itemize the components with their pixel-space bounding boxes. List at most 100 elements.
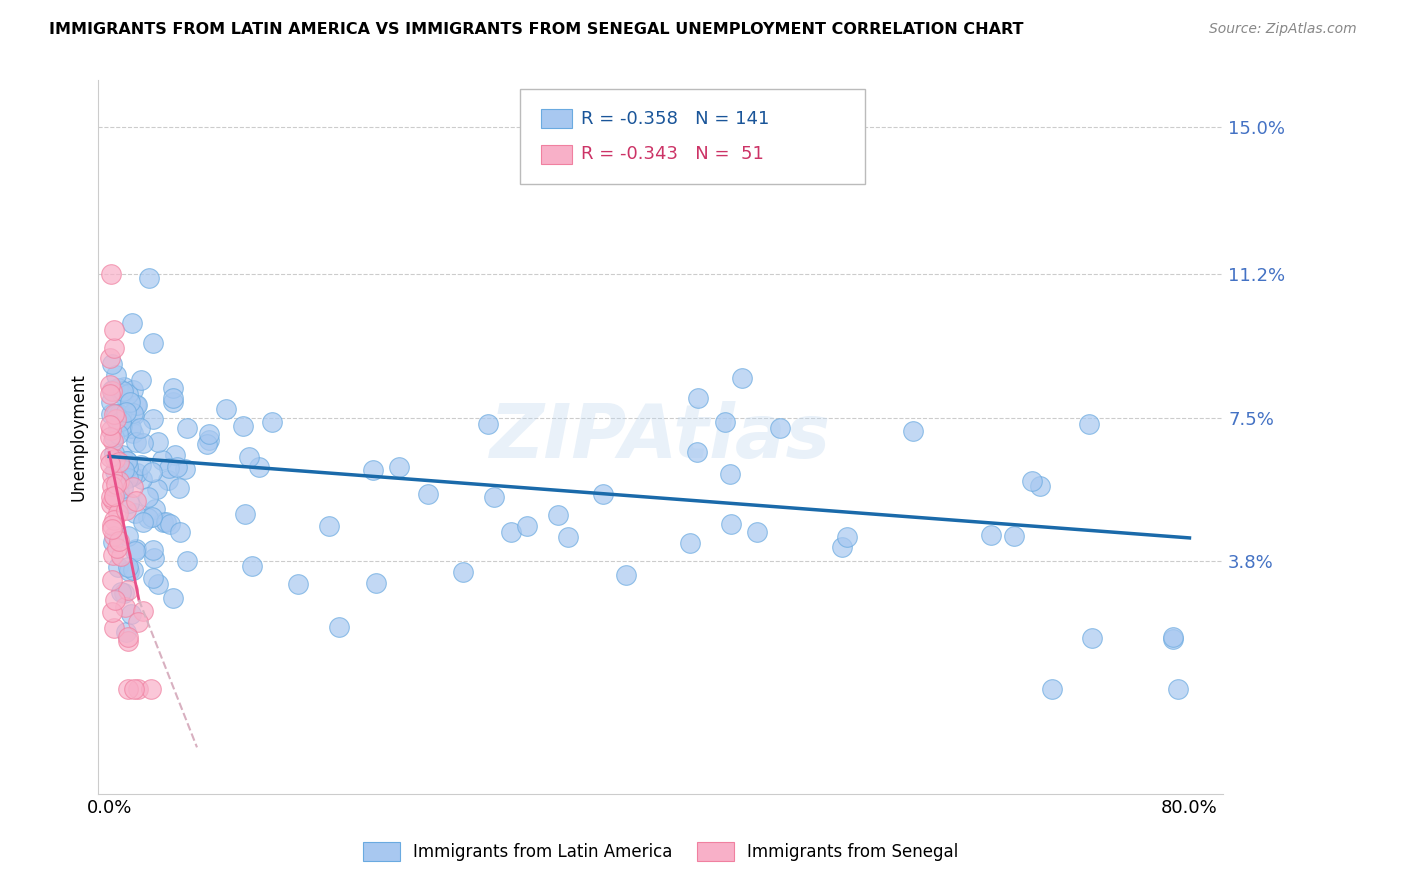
Point	[557, 530, 579, 544]
Point	[131, 472, 153, 486]
Point	[688, 391, 710, 405]
Point	[162, 395, 184, 409]
Point	[104, 452, 127, 467]
Point	[361, 463, 384, 477]
Point	[107, 381, 129, 395]
Point	[155, 515, 177, 529]
Point	[453, 565, 475, 579]
Point	[745, 525, 768, 540]
Point	[117, 387, 139, 401]
Point	[115, 405, 138, 419]
Point	[769, 421, 792, 435]
Point	[195, 437, 218, 451]
Point	[98, 417, 121, 432]
Point	[110, 549, 132, 563]
Point	[127, 615, 149, 629]
Point	[122, 682, 145, 697]
Point	[143, 551, 166, 566]
Text: ZIPAtlas: ZIPAtlas	[491, 401, 831, 474]
Point	[477, 417, 499, 431]
Point	[1002, 529, 1025, 543]
Point	[125, 542, 148, 557]
Point	[117, 471, 139, 485]
Point	[146, 482, 169, 496]
Point	[980, 527, 1002, 541]
Point	[165, 448, 187, 462]
Point	[679, 536, 702, 550]
Point	[117, 630, 139, 644]
Point	[499, 525, 522, 540]
Point	[98, 458, 121, 472]
Point	[104, 465, 127, 479]
Point	[1021, 475, 1043, 489]
Point	[108, 407, 131, 421]
Point	[142, 542, 165, 557]
Text: Source: ZipAtlas.com: Source: ZipAtlas.com	[1209, 22, 1357, 37]
Point	[366, 576, 388, 591]
Point	[124, 506, 146, 520]
Text: IMMIGRANTS FROM LATIN AMERICA VS IMMIGRANTS FROM SENEGAL UNEMPLOYMENT CORRELATIO: IMMIGRANTS FROM LATIN AMERICA VS IMMIGRA…	[49, 22, 1024, 37]
Point	[714, 415, 737, 429]
Point	[118, 395, 141, 409]
Point	[240, 559, 263, 574]
Point	[720, 517, 742, 532]
Point	[238, 450, 260, 464]
Point	[117, 453, 139, 467]
Point	[100, 407, 122, 421]
Point	[98, 430, 121, 444]
Point	[110, 584, 132, 599]
Point	[173, 461, 195, 475]
Point	[105, 477, 128, 491]
Point	[122, 425, 145, 440]
Point	[115, 503, 138, 517]
Point	[831, 540, 853, 554]
Point	[111, 387, 134, 401]
Point	[1077, 417, 1099, 431]
Point	[118, 496, 141, 510]
Point	[136, 490, 159, 504]
Legend: Immigrants from Latin America, Immigrants from Senegal: Immigrants from Latin America, Immigrant…	[356, 835, 966, 868]
Point	[197, 434, 219, 448]
Point	[139, 682, 162, 697]
Point	[110, 414, 132, 428]
Point	[120, 607, 142, 621]
Point	[142, 336, 165, 351]
Point	[1081, 632, 1104, 646]
Point	[104, 593, 127, 607]
Point	[162, 591, 184, 605]
Point	[117, 634, 139, 648]
Point	[1161, 630, 1184, 644]
Point	[103, 490, 125, 504]
Point	[125, 466, 148, 480]
Point	[142, 412, 165, 426]
Point	[112, 481, 135, 495]
Point	[1161, 632, 1184, 647]
Point	[107, 506, 129, 520]
Point	[159, 516, 181, 531]
Point	[157, 473, 180, 487]
Point	[112, 463, 135, 477]
Point	[482, 490, 505, 504]
Point	[117, 459, 139, 474]
Point	[121, 469, 143, 483]
Point	[592, 487, 614, 501]
Point	[132, 604, 155, 618]
Point	[100, 497, 122, 511]
Point	[103, 323, 125, 337]
Point	[318, 519, 340, 533]
Point	[117, 682, 139, 697]
Point	[388, 460, 411, 475]
Point	[176, 421, 198, 435]
Point	[103, 513, 125, 527]
Point	[107, 426, 129, 441]
Point	[104, 368, 127, 383]
Point	[117, 560, 139, 574]
Point	[101, 517, 124, 532]
Point	[101, 573, 124, 587]
Point	[162, 381, 184, 395]
Point	[101, 357, 124, 371]
Point	[1040, 682, 1063, 697]
Point	[136, 511, 159, 525]
Point	[157, 460, 180, 475]
Point	[108, 474, 131, 488]
